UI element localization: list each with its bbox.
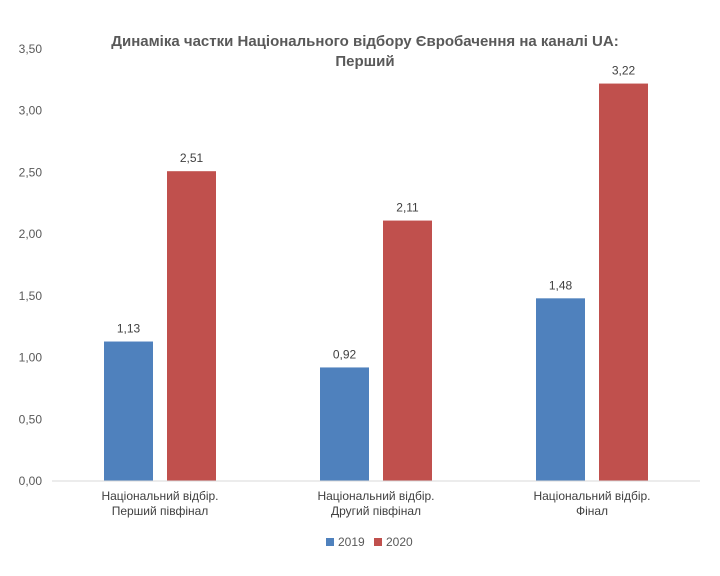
chart-title: Динаміка частки Національного відбору Єв… <box>111 33 618 70</box>
data-label-2020-3: 3,22 <box>612 64 636 78</box>
y-axis: 0,00 0,50 1,00 1,50 2,00 2,50 3,00 3,50 <box>19 42 43 488</box>
x-category-label: Національний відбір. <box>317 489 434 503</box>
x-axis: Національний відбір.Перший півфіналНаціо… <box>52 480 700 518</box>
data-label-2020-1: 2,51 <box>180 151 204 165</box>
data-label-2019-3: 1,48 <box>549 278 573 292</box>
chart-title-line-2: Перший <box>335 53 394 70</box>
y-tick-label: 0,50 <box>19 412 43 426</box>
legend: 2019 2020 <box>326 535 413 549</box>
x-category-label: Національний відбір. <box>101 489 218 503</box>
y-tick-label: 2,00 <box>19 227 43 241</box>
legend-label-2019: 2019 <box>338 535 365 549</box>
legend-swatch-2019 <box>326 538 334 546</box>
x-category-label: Фінал <box>576 504 608 518</box>
y-tick-label: 0,00 <box>19 474 43 488</box>
legend-label-2020: 2020 <box>386 535 413 549</box>
y-tick-label: 1,00 <box>19 351 43 365</box>
bar-2019-3 <box>536 298 585 481</box>
chart-title-line-1: Динаміка частки Національного відбору Єв… <box>111 33 618 50</box>
data-label-2019-1: 1,13 <box>117 322 141 336</box>
bars: 1,13 2,51 0,92 2,11 1,48 3,22 <box>104 64 648 482</box>
y-tick-label: 2,50 <box>19 165 43 179</box>
bar-2020-3 <box>599 83 648 481</box>
legend-swatch-2020 <box>374 538 382 546</box>
bar-2020-2 <box>383 220 432 481</box>
x-category-label: Національний відбір. <box>533 489 650 503</box>
x-category-label: Другий півфінал <box>331 504 421 518</box>
x-category-label: Перший півфінал <box>112 504 209 518</box>
data-label-2019-2: 0,92 <box>333 347 357 361</box>
data-label-2020-2: 2,11 <box>396 201 419 215</box>
bar-2019-1 <box>104 341 153 481</box>
y-tick-label: 1,50 <box>19 289 43 303</box>
y-tick-label: 3,00 <box>19 104 43 118</box>
bar-2020-1 <box>167 171 216 482</box>
y-tick-label: 3,50 <box>19 42 43 56</box>
bar-2019-2 <box>320 367 369 481</box>
